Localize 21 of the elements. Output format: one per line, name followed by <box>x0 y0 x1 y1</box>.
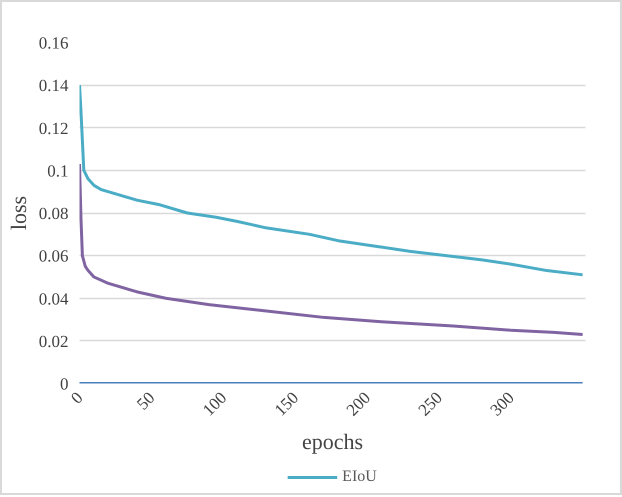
x-tick-label: 150 <box>270 388 302 420</box>
x-tick-label: 100 <box>198 388 230 420</box>
y-tick-label: 0.06 <box>38 246 68 266</box>
x-tick-label: 300 <box>486 388 518 420</box>
legend-label: EIoU <box>342 468 377 486</box>
x-tick-label: 50 <box>132 388 158 414</box>
y-tick-label: 0.16 <box>38 34 68 52</box>
x-axis-title: epochs <box>302 429 364 454</box>
y-tick-label: 0.08 <box>38 204 68 223</box>
line-series <box>80 162 584 336</box>
y-tick-label: 0.14 <box>38 76 69 96</box>
x-tick-label: 250 <box>414 388 446 420</box>
y-tick-label: 0.02 <box>38 332 68 351</box>
y-tick-label: 0.1 <box>47 161 68 180</box>
y-tick-label: 0.12 <box>38 118 68 138</box>
line-series <box>80 84 584 276</box>
y-tick-label: 0 <box>60 374 68 394</box>
x-tick-label: 0 <box>67 388 87 408</box>
y-tick-label: 0.04 <box>38 289 69 308</box>
x-tick-label: 200 <box>342 388 374 420</box>
y-axis-title: loss <box>6 196 31 230</box>
